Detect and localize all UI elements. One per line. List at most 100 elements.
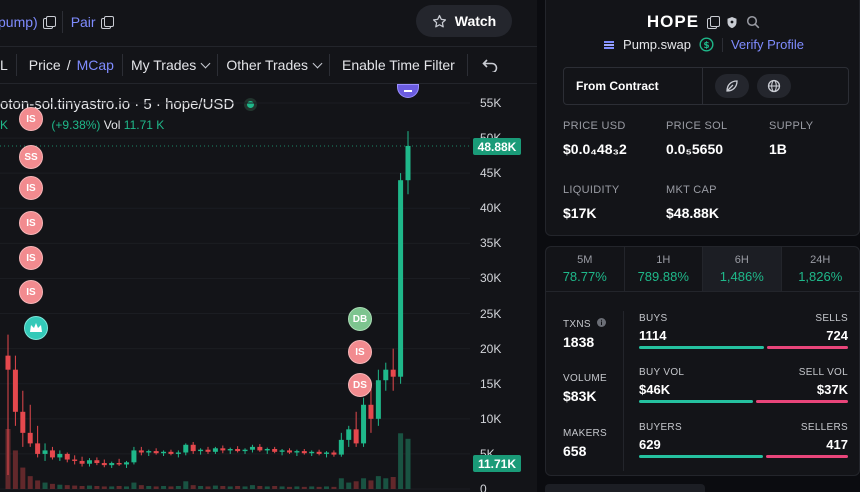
price-mcap-toggle[interactable]: Price / MCap [17,57,122,73]
candle-body [353,429,359,444]
candle-body [279,450,285,452]
candle-body [264,448,270,451]
candle-body [205,449,211,452]
candle-body [227,448,233,451]
candle-body [138,450,144,453]
volume-bar [42,482,48,489]
copy-icon[interactable] [100,16,114,29]
candle-body [235,448,241,452]
tab-5m[interactable]: 5M 78.77% [546,247,625,291]
trade-marker[interactable]: IS [19,107,43,131]
y-tick-label: 15K [480,376,502,391]
from-contract-label: From Contract [564,68,703,104]
my-trades-dropdown[interactable]: My Trades [123,57,217,73]
volume-bar [346,482,352,489]
volume-bar [27,476,33,489]
verify-profile-link[interactable]: Verify Profile [730,37,804,52]
buyers-sellers-row: BUYERS SELLERS 629 417 [639,422,848,458]
candle-body [220,448,226,451]
volume-bar [383,478,389,489]
pump-link[interactable]: pump) [0,14,56,30]
volume-bar [324,486,330,489]
slash: / [66,57,71,73]
undo-icon [482,59,498,72]
info-icon[interactable] [596,318,606,327]
volume-tag: 11.71K [473,455,521,472]
chart-toolbar: L Price / MCap My Trades Other Trades En… [0,46,537,84]
shield-icon[interactable] [726,16,738,29]
dex-label[interactable]: Pump.swap [623,37,691,52]
trade-marker[interactable]: DS [348,373,372,397]
candle-body [20,411,26,433]
candle-body [124,462,130,465]
y-tick-label: 45K [480,166,502,181]
watch-label: Watch [454,13,497,29]
trade-marker[interactable]: IS [19,280,43,304]
candle-body [294,451,300,453]
candle-body [161,451,167,454]
sellers-label: SELLERS [800,422,848,433]
stat-label: VOLUME [563,373,608,384]
trade-marker[interactable]: IS [19,246,43,270]
stat-value: 658 [563,443,587,459]
sell-share-bar [766,346,848,349]
toolbar-fragment[interactable]: L [0,57,8,73]
chevron-down-icon [312,58,323,68]
volume-bar [57,484,63,489]
divider [121,54,123,76]
candle-body [316,451,322,454]
volume-bar [235,486,241,489]
buy-sell-volume-bar [639,400,848,403]
creator-marker[interactable] [24,316,48,340]
volume-bar [212,485,218,489]
copy-icon[interactable] [42,16,56,29]
trade-marker[interactable]: IS [19,211,43,235]
token-info-card: HOPE Pump.swap $ Verify Profile From Con… [545,0,860,236]
stat-label: PRICE SOL [666,120,728,132]
copy-icon[interactable] [707,16,721,29]
tab-value: 1,486% [719,269,764,284]
undo-button[interactable] [468,58,506,72]
tab-24h[interactable]: 24H 1,826% [782,247,860,291]
candle-body [212,448,218,452]
trade-marker[interactable]: SS [19,145,43,169]
tab-label: 6H [734,254,749,266]
price-option[interactable]: Price [28,57,61,73]
price-chart[interactable] [0,85,537,492]
buys-sells-bar [639,346,848,349]
pair-link[interactable]: Pair [71,14,114,30]
y-tick-label: 40K [480,201,502,216]
volume-bar [220,486,226,489]
tab-6h[interactable]: 6H 1,486% [703,247,782,291]
globe-button[interactable] [757,74,791,98]
watch-button[interactable]: Watch [416,5,512,37]
buy-share-bar [639,400,754,403]
leaf-button[interactable] [715,74,749,98]
volume-stat: VOLUME $83K [563,373,607,404]
candle-body [168,451,174,454]
ohlc-change: (+9.38%) [51,118,101,132]
tab-value: 789.88% [637,269,689,284]
time-filter-button[interactable]: Enable Time Filter [342,57,455,73]
bottom-tab[interactable] [545,484,705,492]
candle-body [331,452,337,455]
tab-1h[interactable]: 1H 789.88% [625,247,703,291]
candle-body [72,459,78,461]
candle-body [116,463,122,465]
dollar-circle-icon[interactable]: $ [699,37,714,52]
other-trades-dropdown[interactable]: Other Trades [218,57,329,73]
candle-body [131,450,137,463]
pumpswap-icon [604,40,615,49]
trade-marker[interactable]: IS [19,176,43,200]
trade-marker[interactable]: IS [348,340,372,364]
y-tick-label: 0 [480,482,487,492]
candle-body [286,450,292,453]
candle-body [109,463,115,466]
token-name: HOPE [646,12,700,31]
buy-share-bar [639,455,763,458]
search-icon[interactable] [746,15,760,29]
trade-marker[interactable]: DB [348,307,372,331]
sell-vol-label: SELL VOL [798,367,848,378]
mcap-option[interactable]: MCap [76,57,114,73]
